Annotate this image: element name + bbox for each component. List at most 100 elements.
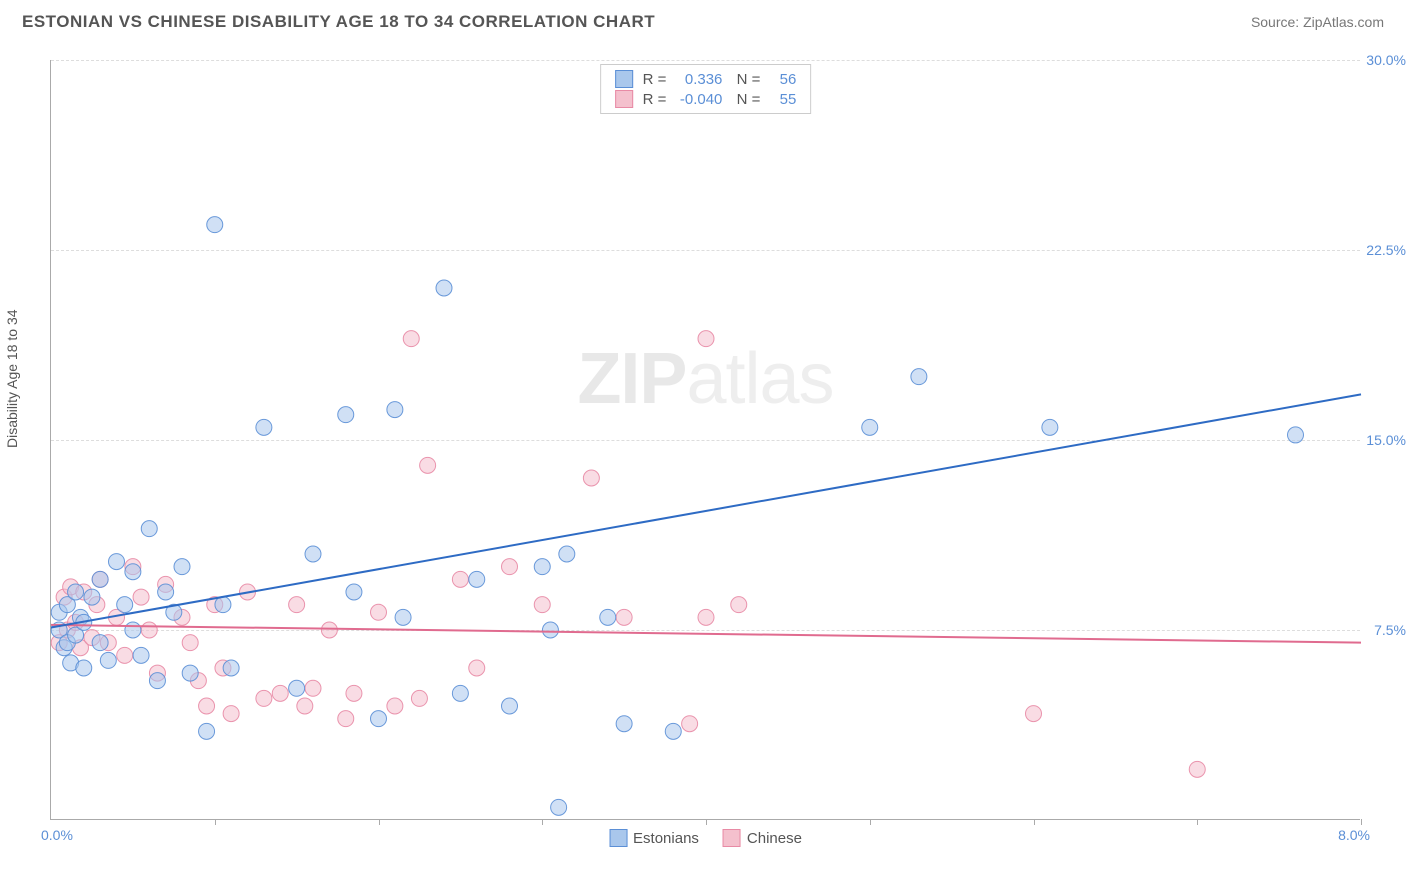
data-point bbox=[682, 716, 698, 732]
data-point bbox=[338, 711, 354, 727]
data-point bbox=[346, 584, 362, 600]
data-point bbox=[698, 331, 714, 347]
data-point bbox=[158, 584, 174, 600]
data-point bbox=[297, 698, 313, 714]
x-tick bbox=[542, 819, 543, 825]
y-tick-label: 30.0% bbox=[1366, 52, 1406, 68]
x-tick bbox=[1034, 819, 1035, 825]
data-point bbox=[452, 571, 468, 587]
data-point bbox=[371, 604, 387, 620]
data-point bbox=[862, 419, 878, 435]
scatter-plot bbox=[51, 60, 1360, 819]
x-tick bbox=[215, 819, 216, 825]
data-point bbox=[534, 559, 550, 575]
data-point bbox=[395, 609, 411, 625]
data-point bbox=[502, 698, 518, 714]
data-point bbox=[272, 685, 288, 701]
trend-line bbox=[51, 625, 1361, 643]
data-point bbox=[92, 571, 108, 587]
x-origin-label: 0.0% bbox=[41, 827, 73, 843]
data-point bbox=[321, 622, 337, 638]
x-tick bbox=[870, 819, 871, 825]
swatch-estonians-icon bbox=[609, 829, 627, 847]
data-point bbox=[1026, 706, 1042, 722]
y-tick-label: 22.5% bbox=[1366, 242, 1406, 258]
data-point bbox=[731, 597, 747, 613]
data-point bbox=[125, 622, 141, 638]
data-point bbox=[125, 564, 141, 580]
swatch-estonians-icon bbox=[615, 70, 633, 88]
swatch-chinese-icon bbox=[615, 90, 633, 108]
x-tick bbox=[706, 819, 707, 825]
stats-row-estonians: R = 0.336 N = 56 bbox=[615, 69, 797, 89]
legend-item-estonians: Estonians bbox=[609, 829, 699, 847]
data-point bbox=[911, 369, 927, 385]
x-max-label: 8.0% bbox=[1338, 827, 1370, 843]
y-axis-label: Disability Age 18 to 34 bbox=[4, 309, 20, 448]
y-tick-label: 15.0% bbox=[1366, 432, 1406, 448]
data-point bbox=[551, 799, 567, 815]
data-point bbox=[616, 716, 632, 732]
data-point bbox=[76, 660, 92, 676]
data-point bbox=[371, 711, 387, 727]
data-point bbox=[141, 622, 157, 638]
data-point bbox=[469, 660, 485, 676]
data-point bbox=[117, 597, 133, 613]
data-point bbox=[665, 723, 681, 739]
data-point bbox=[109, 554, 125, 570]
swatch-chinese-icon bbox=[723, 829, 741, 847]
data-point bbox=[215, 597, 231, 613]
data-point bbox=[600, 609, 616, 625]
data-point bbox=[436, 280, 452, 296]
data-point bbox=[305, 680, 321, 696]
data-point bbox=[338, 407, 354, 423]
data-point bbox=[387, 402, 403, 418]
data-point bbox=[174, 559, 190, 575]
data-point bbox=[698, 609, 714, 625]
data-point bbox=[1189, 761, 1205, 777]
data-point bbox=[199, 723, 215, 739]
data-point bbox=[502, 559, 518, 575]
y-tick-label: 7.5% bbox=[1374, 622, 1406, 638]
data-point bbox=[305, 546, 321, 562]
data-point bbox=[1042, 419, 1058, 435]
data-point bbox=[420, 457, 436, 473]
data-point bbox=[223, 660, 239, 676]
data-point bbox=[100, 652, 116, 668]
data-point bbox=[92, 635, 108, 651]
data-point bbox=[149, 673, 165, 689]
data-point bbox=[256, 419, 272, 435]
data-point bbox=[387, 698, 403, 714]
data-point bbox=[403, 331, 419, 347]
data-point bbox=[133, 647, 149, 663]
data-point bbox=[289, 680, 305, 696]
data-point bbox=[411, 690, 427, 706]
data-point bbox=[616, 609, 632, 625]
data-point bbox=[469, 571, 485, 587]
chart-header: ESTONIAN VS CHINESE DISABILITY AGE 18 TO… bbox=[0, 0, 1406, 40]
data-point bbox=[256, 690, 272, 706]
data-point bbox=[559, 546, 575, 562]
data-point bbox=[542, 622, 558, 638]
data-point bbox=[84, 589, 100, 605]
x-tick bbox=[1197, 819, 1198, 825]
data-point bbox=[117, 647, 133, 663]
trend-line bbox=[51, 394, 1361, 627]
stats-row-chinese: R = -0.040 N = 55 bbox=[615, 89, 797, 109]
data-point bbox=[1288, 427, 1304, 443]
data-point bbox=[452, 685, 468, 701]
data-point bbox=[133, 589, 149, 605]
data-point bbox=[583, 470, 599, 486]
x-tick bbox=[1361, 819, 1362, 825]
data-point bbox=[346, 685, 362, 701]
source-label: Source: ZipAtlas.com bbox=[1251, 14, 1384, 30]
data-point bbox=[182, 665, 198, 681]
data-point bbox=[534, 597, 550, 613]
x-tick bbox=[379, 819, 380, 825]
data-point bbox=[68, 584, 84, 600]
data-point bbox=[199, 698, 215, 714]
bottom-legend: Estonians Chinese bbox=[609, 829, 802, 847]
data-point bbox=[223, 706, 239, 722]
data-point bbox=[141, 521, 157, 537]
data-point bbox=[207, 217, 223, 233]
